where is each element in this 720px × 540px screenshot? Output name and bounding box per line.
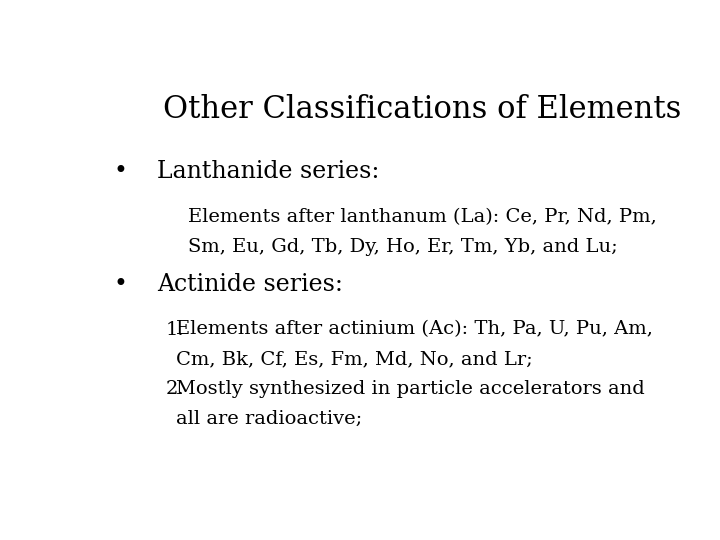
Text: Actinide series:: Actinide series: xyxy=(157,273,343,296)
Text: Cm, Bk, Cf, Es, Fm, Md, No, and Lr;: Cm, Bk, Cf, Es, Fm, Md, No, and Lr; xyxy=(176,350,534,368)
Text: •: • xyxy=(114,160,127,184)
Text: Mostly synthesized in particle accelerators and: Mostly synthesized in particle accelerat… xyxy=(176,380,645,399)
Text: Other Classifications of Elements: Other Classifications of Elements xyxy=(163,94,681,125)
Text: Elements after actinium (Ac): Th, Pa, U, Pu, Am,: Elements after actinium (Ac): Th, Pa, U,… xyxy=(176,321,653,339)
Text: Elements after lanthanum (La): Ce, Pr, Nd, Pm,: Elements after lanthanum (La): Ce, Pr, N… xyxy=(188,208,657,226)
Text: 2.: 2. xyxy=(166,380,184,399)
Text: •: • xyxy=(114,273,127,296)
Text: Lanthanide series:: Lanthanide series: xyxy=(157,160,379,184)
Text: all are radioactive;: all are radioactive; xyxy=(176,410,363,428)
Text: Sm, Eu, Gd, Tb, Dy, Ho, Er, Tm, Yb, and Lu;: Sm, Eu, Gd, Tb, Dy, Ho, Er, Tm, Yb, and … xyxy=(188,238,618,256)
Text: 1.: 1. xyxy=(166,321,184,339)
